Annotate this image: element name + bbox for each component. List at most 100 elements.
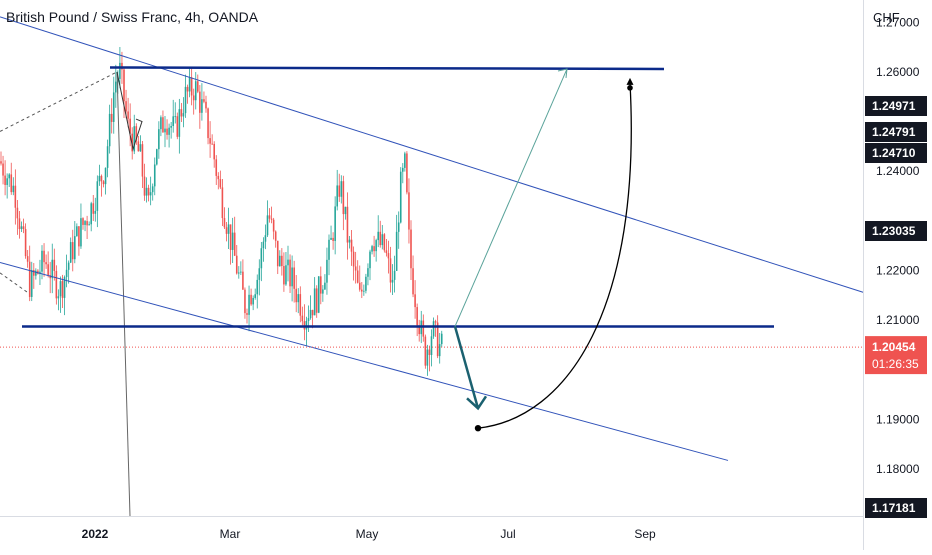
resistance-level-line[interactable] [109, 66, 665, 71]
y-tick-label: 1.22000 [876, 263, 920, 277]
candle-body [229, 224, 232, 250]
candle-body [176, 116, 179, 137]
candle-body [115, 81, 117, 93]
candle-body [8, 174, 10, 179]
candle-body [276, 240, 279, 267]
y-tick-label: 1.24000 [876, 164, 920, 178]
candle-body [147, 187, 150, 196]
candle-body [194, 81, 197, 101]
candle-body [53, 259, 56, 271]
candle-body [112, 92, 115, 122]
candle-body [346, 206, 349, 243]
candle-body [260, 248, 263, 269]
candle-body [227, 224, 230, 234]
price-tag [865, 122, 927, 142]
candle-body [414, 294, 416, 308]
candle-body [235, 255, 238, 274]
candle-body [340, 181, 343, 197]
candle-body [371, 246, 373, 252]
channel-upper-line[interactable] [0, 16, 864, 293]
candle-body [350, 239, 353, 252]
candle-body [356, 270, 359, 283]
candle-body [190, 77, 193, 96]
candle-body [233, 232, 236, 256]
candle-body [88, 224, 90, 226]
candle-body [174, 116, 177, 118]
price-tag-label: 1.23035 [872, 224, 916, 238]
candle-body [203, 99, 205, 102]
candle-body [170, 126, 172, 128]
curve-start-dot [474, 424, 482, 432]
y-tick-label: 1.21000 [876, 313, 920, 327]
candle-body [121, 62, 123, 70]
candle-body [256, 279, 259, 295]
curve-end-dot [627, 85, 633, 91]
candle-body [402, 167, 404, 172]
candle-body [258, 268, 261, 280]
candle-body [344, 206, 347, 215]
candle-body [26, 256, 29, 262]
candle-body [352, 251, 355, 267]
projection-line[interactable] [454, 68, 568, 327]
dashed-trend-line[interactable] [0, 71, 118, 132]
candle-body [367, 268, 369, 277]
candle-body [102, 181, 105, 185]
candle-body [35, 270, 37, 276]
candle-body [22, 226, 25, 230]
x-tick-label: Jul [500, 527, 515, 541]
candle-body [426, 349, 429, 366]
candle-body [74, 236, 76, 260]
recovery-curve[interactable] [477, 82, 632, 429]
candle-body [301, 315, 304, 322]
candle-body [404, 153, 406, 168]
candle-body [283, 266, 285, 285]
candle-body [90, 203, 92, 225]
dashed-trend-line-lower[interactable] [0, 272, 29, 294]
candle-body [192, 95, 195, 101]
candle-body [272, 219, 275, 232]
candle-body [334, 206, 336, 241]
candle-body [184, 86, 187, 114]
candle-body [365, 276, 367, 291]
candle-body [326, 259, 328, 283]
candle-body [434, 321, 437, 323]
candle-body [4, 175, 6, 185]
candle-body [145, 187, 148, 196]
candle-body [30, 270, 33, 297]
candle-body [125, 101, 127, 112]
y-tick-label: 1.18000 [876, 462, 920, 476]
drop-arrow-line[interactable] [453, 326, 480, 409]
candle-body [69, 242, 72, 263]
candle-body [119, 62, 121, 79]
candle-body [399, 171, 402, 223]
candle-body [217, 175, 220, 180]
candle-body [133, 126, 136, 152]
candle-body [207, 108, 209, 139]
candle-body [428, 349, 431, 355]
candle-body [238, 272, 240, 274]
candle-body [287, 259, 289, 266]
channel-lower-line[interactable] [0, 261, 729, 461]
candle-body [436, 322, 439, 357]
candle-body [412, 268, 414, 295]
candle-body [324, 282, 326, 290]
candle-body [395, 231, 398, 271]
flag-pattern[interactable] [116, 71, 143, 151]
candle-body [375, 240, 377, 252]
vertical-marker-line[interactable] [116, 71, 131, 517]
candle-body [418, 325, 420, 335]
candle-body [201, 99, 203, 113]
candle-body [338, 185, 341, 197]
candle-body [143, 176, 146, 196]
candle-body [328, 239, 330, 260]
candle-body [135, 126, 138, 142]
candle-body [98, 175, 101, 182]
x-tick-label: Sep [634, 527, 656, 541]
candle-body [186, 86, 189, 92]
candle-body [18, 218, 21, 230]
candle-body [279, 255, 281, 267]
candle-body [41, 250, 43, 272]
candle-body [393, 270, 396, 280]
